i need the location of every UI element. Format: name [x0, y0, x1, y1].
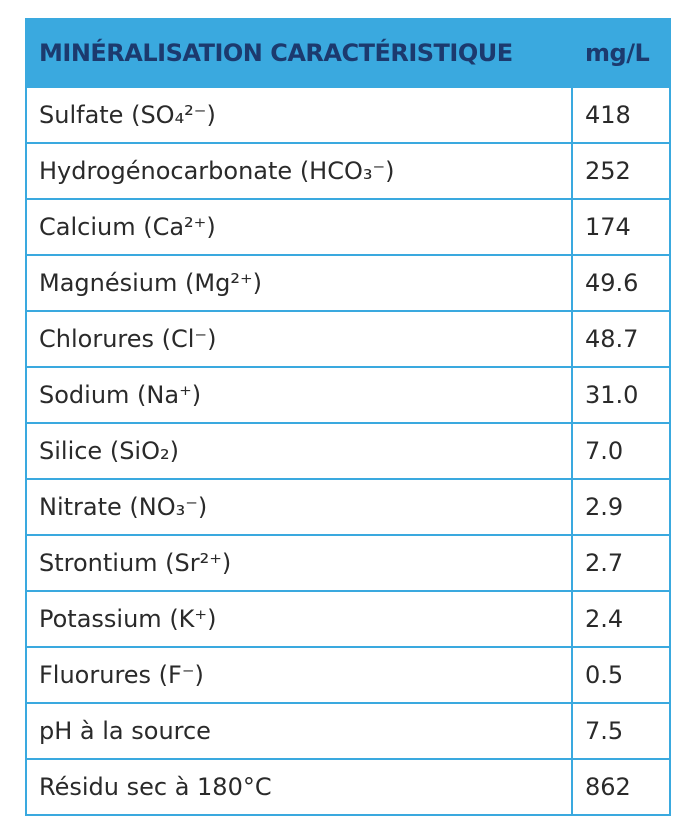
table-row: Calcium (Ca²⁺) 174	[25, 198, 671, 256]
mineral-name: Silice (SiO₂)	[25, 422, 573, 480]
mineral-table: MINÉRALISATION CARACTÉRISTIQUE mg/L Sulf…	[25, 18, 671, 816]
mineral-value: 0.5	[571, 646, 671, 704]
mineral-value: 2.4	[571, 590, 671, 648]
mineral-name: Sulfate (SO₄²⁻)	[25, 86, 573, 144]
header-row: MINÉRALISATION CARACTÉRISTIQUE mg/L	[25, 18, 671, 88]
header-cell: mg/L	[571, 18, 671, 88]
table-row: Nitrate (NO₃⁻) 2.9	[25, 478, 671, 536]
mineral-name: Nitrate (NO₃⁻)	[25, 478, 573, 536]
mineral-name: pH à la source	[25, 702, 573, 760]
mineral-value: 31.0	[571, 366, 671, 424]
mineral-value: 2.7	[571, 534, 671, 592]
table-row: Hydrogénocarbonate (HCO₃⁻) 252	[25, 142, 671, 200]
mineral-value: 174	[571, 198, 671, 256]
table-row: pH à la source 7.5	[25, 702, 671, 760]
mineral-name: Résidu sec à 180°C	[25, 758, 573, 816]
mineral-value: 252	[571, 142, 671, 200]
table-row: Silice (SiO₂) 7.0	[25, 422, 671, 480]
table-header: MINÉRALISATION CARACTÉRISTIQUE mg/L	[25, 18, 671, 88]
mineral-name: Hydrogénocarbonate (HCO₃⁻)	[25, 142, 573, 200]
mineral-value: 862	[571, 758, 671, 816]
table-row: Résidu sec à 180°C 862	[25, 758, 671, 816]
mineral-value: 49.6	[571, 254, 671, 312]
mineral-value: 7.5	[571, 702, 671, 760]
mineral-name: Potassium (K⁺)	[25, 590, 573, 648]
mineral-value: 48.7	[571, 310, 671, 368]
table-row: Sodium (Na⁺) 31.0	[25, 366, 671, 424]
header-cell: MINÉRALISATION CARACTÉRISTIQUE	[25, 18, 573, 88]
table-body: Sulfate (SO₄²⁻) 418 Hydrogénocarbonate (HC…	[25, 86, 671, 816]
mineral-name: Strontium (Sr²⁺)	[25, 534, 573, 592]
mineral-name: Calcium (Ca²⁺)	[25, 198, 573, 256]
table-row: Strontium (Sr²⁺) 2.7	[25, 534, 671, 592]
mineral-name: Magnésium (Mg²⁺)	[25, 254, 573, 312]
table-row: Potassium (K⁺) 2.4	[25, 590, 671, 648]
mineral-value: 418	[571, 86, 671, 144]
mineral-value: 7.0	[571, 422, 671, 480]
mineral-name: Fluorures (F⁻)	[25, 646, 573, 704]
table-row: Magnésium (Mg²⁺) 49.6	[25, 254, 671, 312]
table-row: Chlorures (Cl⁻) 48.7	[25, 310, 671, 368]
mineral-value: 2.9	[571, 478, 671, 536]
table-row: Fluorures (F⁻) 0.5	[25, 646, 671, 704]
table-row: Sulfate (SO₄²⁻) 418	[25, 86, 671, 144]
mineral-name: Sodium (Na⁺)	[25, 366, 573, 424]
mineral-name: Chlorures (Cl⁻)	[25, 310, 573, 368]
